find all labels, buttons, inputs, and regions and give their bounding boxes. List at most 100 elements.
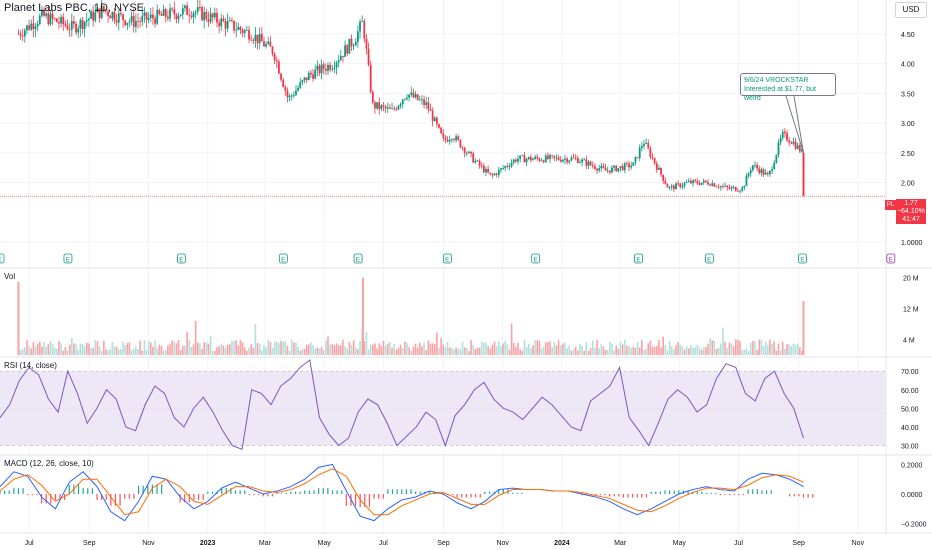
- candle-body: [698, 183, 701, 185]
- candle-body: [717, 186, 720, 188]
- signal-line: [0, 468, 804, 516]
- volume-bar: [203, 342, 205, 355]
- macd-histogram-bar: [133, 494, 135, 499]
- macd-histogram-bar: [391, 489, 394, 494]
- candle-body: [442, 133, 445, 138]
- volume-bar: [160, 345, 163, 355]
- volume-bar: [468, 351, 470, 355]
- volume-bar: [66, 350, 69, 355]
- candle-body: [427, 102, 430, 110]
- candle-body: [801, 149, 803, 152]
- earnings-marker: E: [63, 253, 73, 264]
- candle-body: [258, 34, 261, 44]
- currency-selector[interactable]: USD: [895, 2, 927, 18]
- rsi-pane[interactable]: [0, 359, 886, 450]
- macd-histogram-bar: [45, 494, 47, 504]
- candle-body: [399, 104, 402, 106]
- candle-body: [534, 156, 536, 159]
- candle-body: [70, 21, 73, 30]
- candle-body: [497, 169, 500, 175]
- volume-bar: [226, 345, 229, 355]
- volume-bar: [741, 349, 743, 355]
- volume-pane[interactable]: [17, 277, 805, 355]
- candle-body: [438, 124, 440, 128]
- volume-bar: [634, 348, 637, 355]
- candle-body: [798, 145, 801, 152]
- volume-bar: [527, 343, 530, 355]
- candle-body: [724, 185, 727, 187]
- candle-body: [233, 20, 235, 31]
- candle-body: [329, 64, 332, 70]
- volume-bar: [51, 343, 54, 355]
- volume-bar: [425, 350, 428, 355]
- macd-histogram-bar: [405, 489, 407, 494]
- macd-histogram-bar: [336, 490, 338, 494]
- candle-body: [783, 131, 786, 134]
- candle-body: [619, 166, 622, 168]
- candle-body: [354, 41, 357, 46]
- candle-body: [58, 22, 60, 24]
- candle-body: [51, 13, 54, 19]
- candle-body: [111, 12, 114, 19]
- candle-body: [282, 79, 285, 87]
- earnings-box: [278, 253, 288, 264]
- candle-body: [408, 94, 411, 98]
- volume-bar: [553, 342, 556, 355]
- volume-bar: [664, 344, 667, 355]
- candle-body: [36, 24, 39, 27]
- candle-body: [335, 62, 338, 68]
- time-axis-tick: Mar: [259, 540, 272, 547]
- price-axis-tick: 2.50: [901, 151, 915, 158]
- volume-bar: [611, 343, 613, 355]
- macd-histogram-bar: [627, 494, 629, 498]
- candle-body: [687, 180, 690, 183]
- volume-bar: [653, 346, 656, 355]
- rsi-axis-tick: 50.00: [901, 406, 919, 413]
- volume-bar: [410, 350, 413, 355]
- candle-body: [617, 167, 620, 172]
- candle-body: [194, 11, 197, 14]
- candle-body: [235, 29, 238, 31]
- candle-body: [726, 185, 729, 188]
- macd-histogram-bar: [511, 492, 514, 494]
- volume-bar: [252, 347, 255, 355]
- volume-bar: [530, 348, 532, 355]
- macd-histogram-bar: [807, 494, 809, 498]
- volume-bar: [38, 341, 41, 355]
- volume-bar: [81, 344, 84, 355]
- candle-body: [692, 180, 694, 184]
- candle-body: [374, 102, 376, 109]
- volume-bar: [423, 342, 425, 355]
- macd-histogram-bar: [230, 488, 232, 494]
- price-axis-tick: 4.00: [901, 62, 915, 69]
- volume-spike: [361, 277, 364, 355]
- volume-bar: [438, 347, 440, 355]
- volume-bar: [489, 348, 492, 355]
- macd-histogram-bar: [54, 494, 57, 500]
- candle-body: [574, 157, 577, 159]
- candle-body: [154, 18, 156, 24]
- volume-bar: [591, 340, 594, 355]
- earnings-letter: E: [889, 258, 893, 264]
- candle-body: [504, 166, 507, 169]
- volume-bar: [233, 340, 235, 355]
- volume-bar: [604, 349, 607, 355]
- volume-bar: [555, 345, 558, 355]
- volume-bar: [794, 344, 797, 355]
- volume-bar: [124, 345, 126, 355]
- candle-body: [318, 65, 321, 74]
- macd-histogram-bar: [659, 491, 661, 494]
- rsi-pane-title: RSI (14, close): [4, 361, 57, 370]
- volume-axis-tick: 20 M: [903, 276, 919, 283]
- macd-pane[interactable]: [0, 463, 814, 522]
- volume-bar: [517, 342, 519, 355]
- candle-body: [608, 170, 611, 173]
- annotation-callout[interactable]: 9/6/24 VROCKSTAR Interested at $1.77, bu…: [740, 73, 836, 102]
- price-pane[interactable]: EEEEEEEEEEE: [0, 0, 896, 264]
- volume-bar: [145, 349, 148, 355]
- candle-body: [122, 14, 124, 21]
- volume-bar: [717, 347, 720, 355]
- volume-bar: [478, 347, 481, 355]
- volume-bar: [472, 344, 474, 355]
